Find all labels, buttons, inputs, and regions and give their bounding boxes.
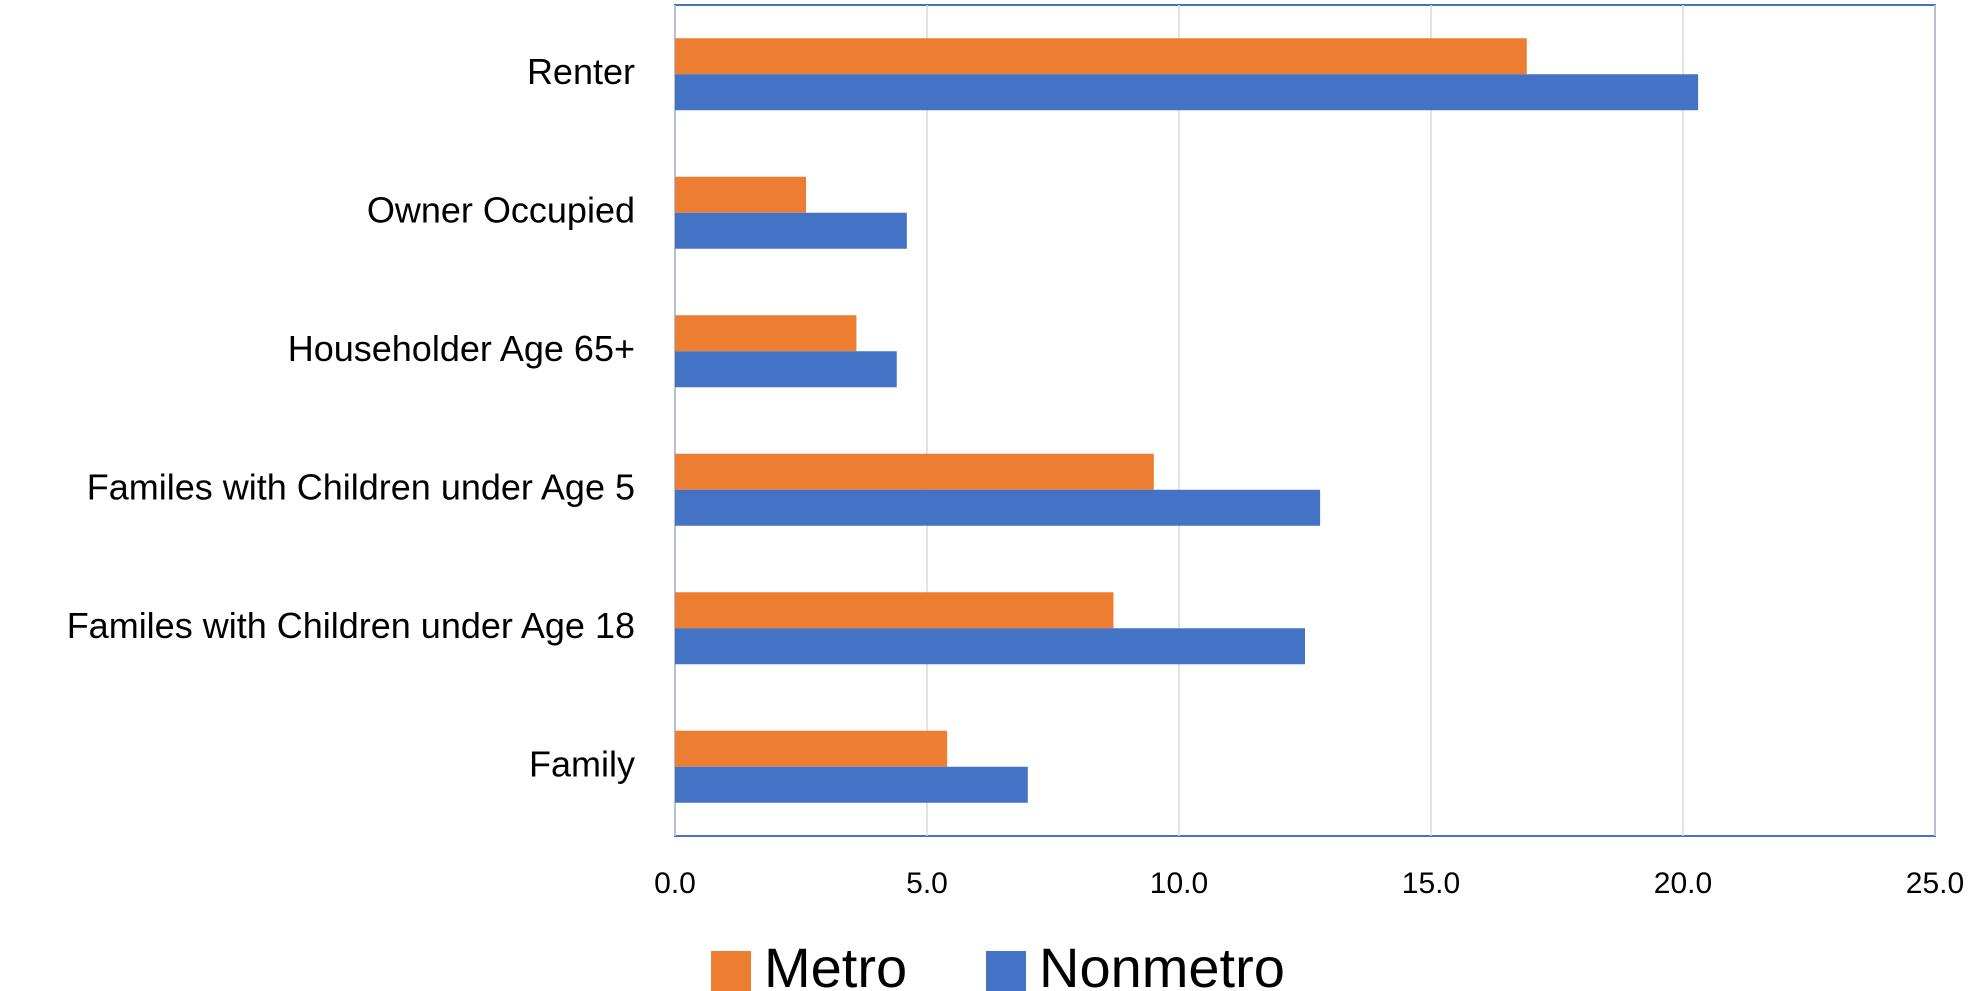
legend-label: Nonmetro — [1039, 936, 1285, 991]
bar — [675, 315, 857, 352]
y-tick-label: Familes with Children under Age 5 — [87, 466, 635, 507]
legend-label: Metro — [764, 936, 907, 991]
bar — [675, 628, 1305, 665]
bar — [675, 212, 907, 249]
bar — [675, 351, 897, 388]
plot-border — [674, 4, 1936, 837]
x-tick-label: 15.0 — [1402, 867, 1460, 900]
legend-swatch — [986, 951, 1026, 991]
bar — [675, 453, 1154, 490]
bar — [675, 176, 807, 213]
bar — [675, 74, 1699, 111]
bar — [675, 489, 1321, 526]
bar — [675, 730, 948, 767]
x-tick-label: 20.0 — [1654, 867, 1712, 900]
y-tick-label: Owner Occupied — [367, 189, 635, 230]
x-tick-label: 25.0 — [1906, 867, 1964, 900]
bar — [675, 766, 1028, 803]
x-tick-label: 5.0 — [906, 867, 948, 900]
bar — [675, 38, 1527, 75]
bar — [675, 592, 1114, 629]
y-tick-label: Householder Age 65+ — [288, 328, 635, 369]
x-tick-label: 10.0 — [1150, 867, 1208, 900]
y-tick-label: Family — [529, 743, 635, 784]
y-tick-label: Renter — [527, 51, 635, 92]
x-tick-label: 0.0 — [654, 867, 696, 900]
y-tick-label: Familes with Children under Age 18 — [67, 605, 635, 646]
legend-swatch — [711, 951, 751, 991]
